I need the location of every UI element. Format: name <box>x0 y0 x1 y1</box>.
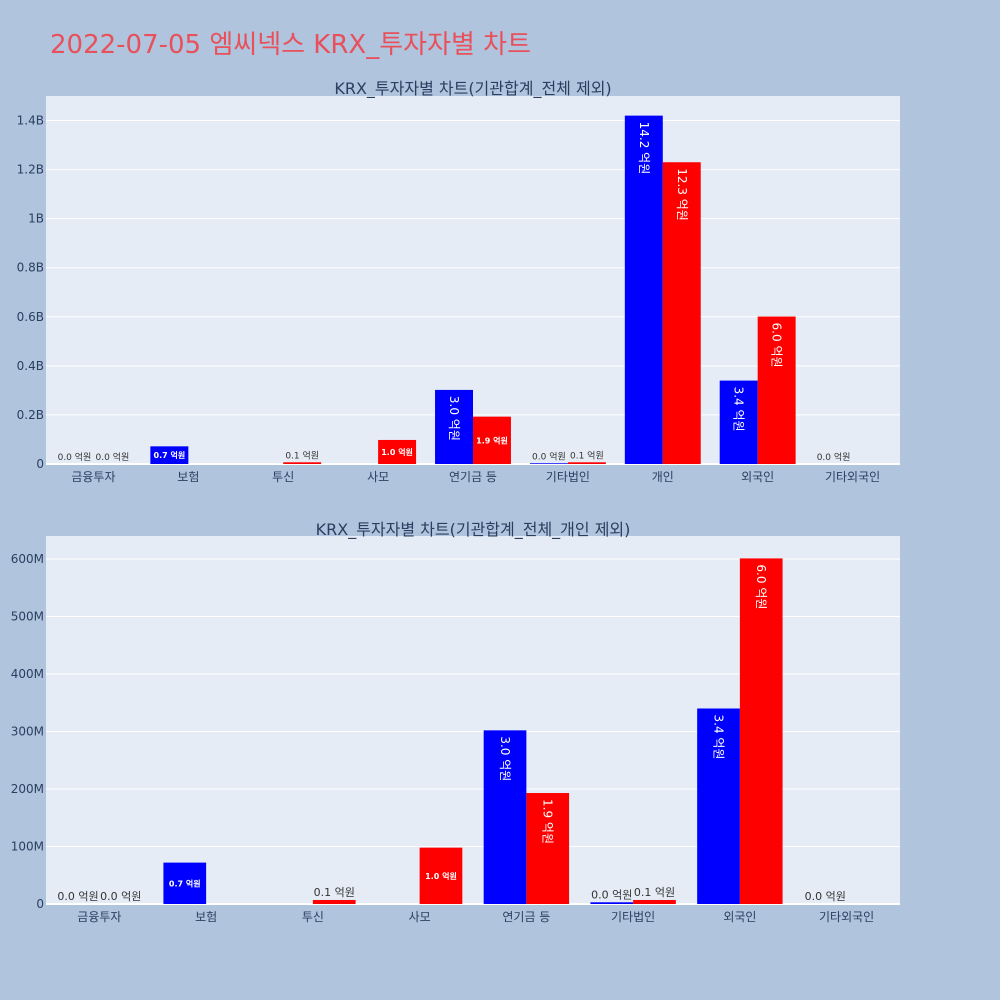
bar-red <box>757 316 796 464</box>
bar-value-label: 0.1 억원 <box>634 886 675 899</box>
bar-red <box>633 899 676 904</box>
bar-red <box>662 162 701 465</box>
y-tick-label: 0.6B <box>17 310 44 324</box>
bar-value-label: 6.0 억원 <box>754 564 768 609</box>
bar-blue <box>590 902 634 904</box>
bar-value-label: 3.0 억원 <box>447 396 461 441</box>
bar-value-label: 0.0 억원 <box>817 451 851 463</box>
y-tick-label: 0.2B <box>17 408 44 422</box>
bar-value-label: 1.9 억원 <box>476 435 508 445</box>
bar-value-label: 0.0 억원 <box>58 451 92 463</box>
bar-red <box>473 416 511 464</box>
bar-blue <box>529 463 568 464</box>
x-tick-label: 보험 <box>177 470 199 484</box>
bar-value-label: 0.1 억원 <box>285 449 319 461</box>
bar-value-label: 14.2 억원 <box>637 122 651 175</box>
bar-value-label: 0.1 억원 <box>314 886 355 899</box>
x-tick-label: 기타외국인 <box>825 470 880 484</box>
y-tick-label: 200M <box>11 782 44 796</box>
bar-value-label: 12.3 억원 <box>675 168 689 221</box>
bar-red <box>567 462 606 464</box>
chart-1: KRX_투자자별 차트(기관합계_전체 제외) 0 0.2B 0.4B 0.6B 0.8B… <box>17 79 900 484</box>
x-tick-label: 기타외국인 <box>819 910 874 924</box>
x-tick-label: 금융투자 <box>71 470 115 484</box>
x-tick-label: 투신 <box>272 470 294 484</box>
x-tick-label: 기타법인 <box>546 470 590 484</box>
y-tick-label: 1B <box>28 212 44 226</box>
chart-2: KRX_투자자별 차트(기관합계_전체_개인 제외) 0 100M 200M 300M 4… <box>11 520 900 924</box>
x-tick-label: 투신 <box>302 910 324 924</box>
bar-blue <box>435 389 473 464</box>
bar-value-label: 3.0 억원 <box>498 736 512 781</box>
x-tick-label: 연기금 등 <box>449 470 497 484</box>
bar-value-label: 0.0 억원 <box>57 890 98 903</box>
y-tick-label: 600M <box>11 552 44 566</box>
bar-red <box>739 558 783 904</box>
bar-red <box>526 793 570 904</box>
x-tick-label: 보험 <box>195 910 217 924</box>
bar-red <box>283 462 322 464</box>
bar-value-label: 1.0 억원 <box>381 447 413 457</box>
bar-value-label: 0.7 억원 <box>169 878 201 888</box>
y-tick-label: 500M <box>11 610 44 624</box>
y-tick-label: 0.4B <box>17 359 44 373</box>
x-tick-label: 사모 <box>367 470 389 484</box>
chart-title: KRX_투자자별 차트(기관합계_전체 제외) <box>334 79 611 99</box>
x-tick-label: 기타법인 <box>611 910 655 924</box>
bar-value-label: 1.0 억원 <box>425 871 457 881</box>
bar-blue <box>483 730 527 904</box>
x-tick-label: 금융투자 <box>77 910 121 924</box>
bar-blue <box>697 708 740 904</box>
bar-blue <box>624 115 663 465</box>
y-tick-label: 0 <box>36 897 44 911</box>
x-tick-label: 외국인 <box>723 910 756 924</box>
bar-blue <box>719 380 758 464</box>
bar-value-label: 0.0 억원 <box>532 450 566 462</box>
bar-red <box>312 899 356 904</box>
bar-blue <box>163 862 207 904</box>
y-tick-label: 100M <box>11 840 44 854</box>
x-tick-label: 사모 <box>409 910 431 924</box>
y-tick-label: 400M <box>11 667 44 681</box>
chart-title: KRX_투자자별 차트(기관합계_전체_개인 제외) <box>316 520 631 540</box>
bar-red <box>419 847 463 904</box>
x-tick-label: 외국인 <box>741 470 774 484</box>
bar-value-label: 0.7 억원 <box>154 450 186 460</box>
x-tick-label: 연기금 등 <box>502 910 550 924</box>
x-tick-label: 개인 <box>652 470 674 484</box>
bar-value-label: 0.0 억원 <box>96 451 130 463</box>
page-title: 2022-07-05 엠씨넥스 KRX_투자자별 차트 <box>50 30 532 60</box>
bar-value-label: 0.0 억원 <box>100 890 141 903</box>
bar-value-label: 1.9 억원 <box>541 799 555 844</box>
bar-blue <box>150 446 189 464</box>
bar-value-label: 3.4 억원 <box>732 387 746 432</box>
y-tick-label: 0.8B <box>17 261 44 275</box>
bar-value-label: 3.4 억원 <box>712 715 726 760</box>
bar-value-label: 0.0 억원 <box>591 888 632 901</box>
bar-red <box>378 439 417 464</box>
bar-value-label: 0.0 억원 <box>805 890 846 903</box>
bar-value-label: 0.1 억원 <box>570 449 604 461</box>
y-tick-label: 300M <box>11 725 44 739</box>
bar-value-label: 6.0 억원 <box>770 323 784 368</box>
y-tick-label: 0 <box>36 457 44 471</box>
y-tick-label: 1.2B <box>17 163 44 177</box>
y-tick-label: 1.4B <box>17 114 44 128</box>
